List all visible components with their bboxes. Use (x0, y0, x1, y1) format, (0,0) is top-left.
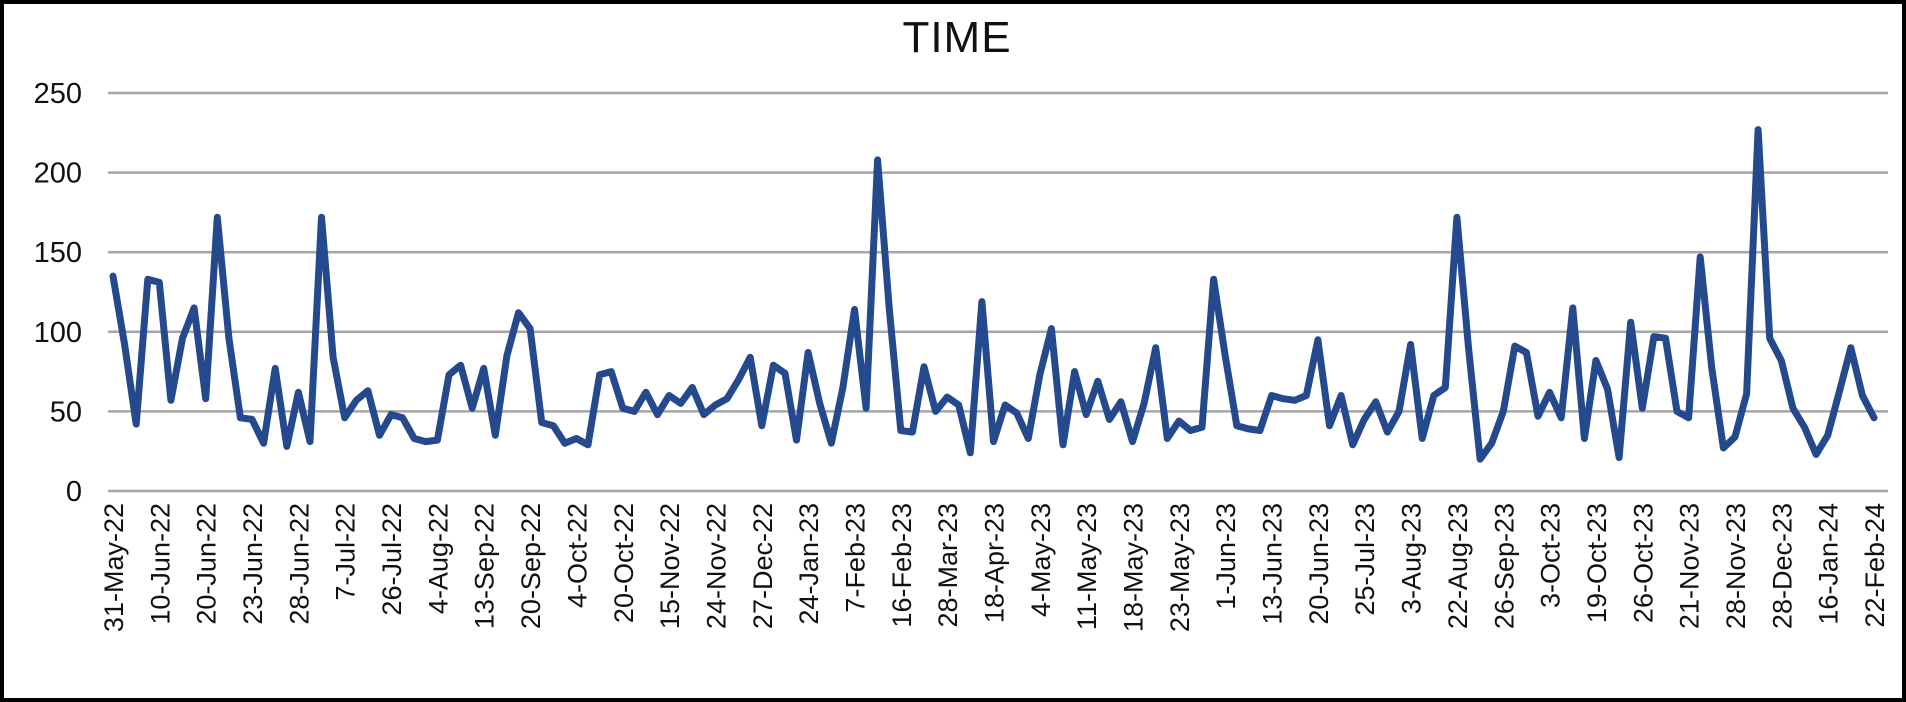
x-tick-label: 19-Oct-23 (1582, 503, 1612, 623)
x-tick-label: 21-Nov-23 (1675, 503, 1705, 629)
x-tick-label: 20-Sep-22 (516, 503, 546, 629)
x-tick-label: 4-Aug-22 (423, 503, 453, 614)
x-tick-label: 13-Jun-23 (1258, 503, 1288, 625)
x-tick-label: 24-Nov-22 (701, 503, 731, 629)
y-tick-label: 100 (34, 317, 82, 349)
series-group (109, 126, 1878, 463)
x-tick-label: 22-Feb-24 (1860, 503, 1890, 628)
x-tick-label: 15-Nov-22 (655, 503, 685, 629)
chart-title: TIME (902, 13, 1011, 62)
x-tick-label: 11-May-23 (1072, 503, 1102, 630)
y-axis-labels: 0 50 100 150 200 250 (34, 78, 82, 508)
x-tick-label: 25-Jul-23 (1350, 503, 1380, 616)
y-tick-label: 200 (34, 158, 82, 190)
y-tick-label: 50 (50, 396, 82, 428)
x-tick-label: 20-Oct-22 (609, 503, 639, 623)
x-tick-label: 16-Feb-23 (887, 503, 917, 628)
x-tick-label: 3-Oct-23 (1536, 503, 1566, 608)
x-tick-label: 7-Feb-23 (840, 503, 870, 613)
x-tick-label: 13-Sep-22 (470, 503, 500, 629)
x-tick-label: 28-Nov-23 (1721, 503, 1751, 629)
gridlines (108, 91, 1888, 493)
time-chart: TIME 0 50 100 150 200 250 31-May-22 10-Jun-22 2… (34, 13, 1890, 632)
x-tick-label: 4-May-23 (1026, 503, 1056, 617)
y-tick-label: 0 (66, 476, 82, 508)
x-tick-label: 26-Oct-23 (1628, 503, 1658, 623)
y-tick-label: 150 (34, 237, 82, 269)
x-tick-label: 10-Jun-22 (145, 503, 175, 625)
x-tick-label: 28-Jun-22 (284, 503, 314, 625)
x-tick-label: 4-Oct-22 (562, 503, 592, 608)
x-tick-label: 1-Jun-23 (1211, 503, 1241, 610)
x-tick-label: 20-Jun-23 (1304, 503, 1334, 625)
x-tick-label: 22-Aug-23 (1443, 503, 1473, 629)
x-tick-label: 7-Jul-22 (331, 503, 361, 601)
x-tick-label: 3-Aug-23 (1397, 503, 1427, 614)
x-axis-labels: 31-May-22 10-Jun-22 20-Jun-22 23-Jun-22 28-J… (99, 503, 1890, 632)
time-series-line (109, 126, 1878, 463)
x-tick-label: 23-Jun-22 (238, 503, 268, 625)
x-tick-label: 20-Jun-22 (192, 503, 222, 625)
x-tick-label: 31-May-22 (99, 503, 129, 632)
x-tick-label: 26-Jul-22 (377, 503, 407, 616)
x-tick-label: 27-Dec-22 (748, 503, 778, 629)
x-tick-label: 24-Jan-23 (794, 503, 824, 625)
y-tick-label: 250 (34, 78, 82, 110)
x-tick-label: 16-Jan-24 (1814, 503, 1844, 625)
x-tick-label: 23-May-23 (1165, 503, 1195, 632)
x-tick-label: 18-May-23 (1119, 503, 1149, 632)
x-tick-label: 26-Sep-23 (1489, 503, 1519, 629)
x-tick-label: 18-Apr-23 (980, 503, 1010, 623)
x-tick-label: 28-Mar-23 (933, 503, 963, 628)
x-tick-label: 28-Dec-23 (1767, 503, 1797, 629)
